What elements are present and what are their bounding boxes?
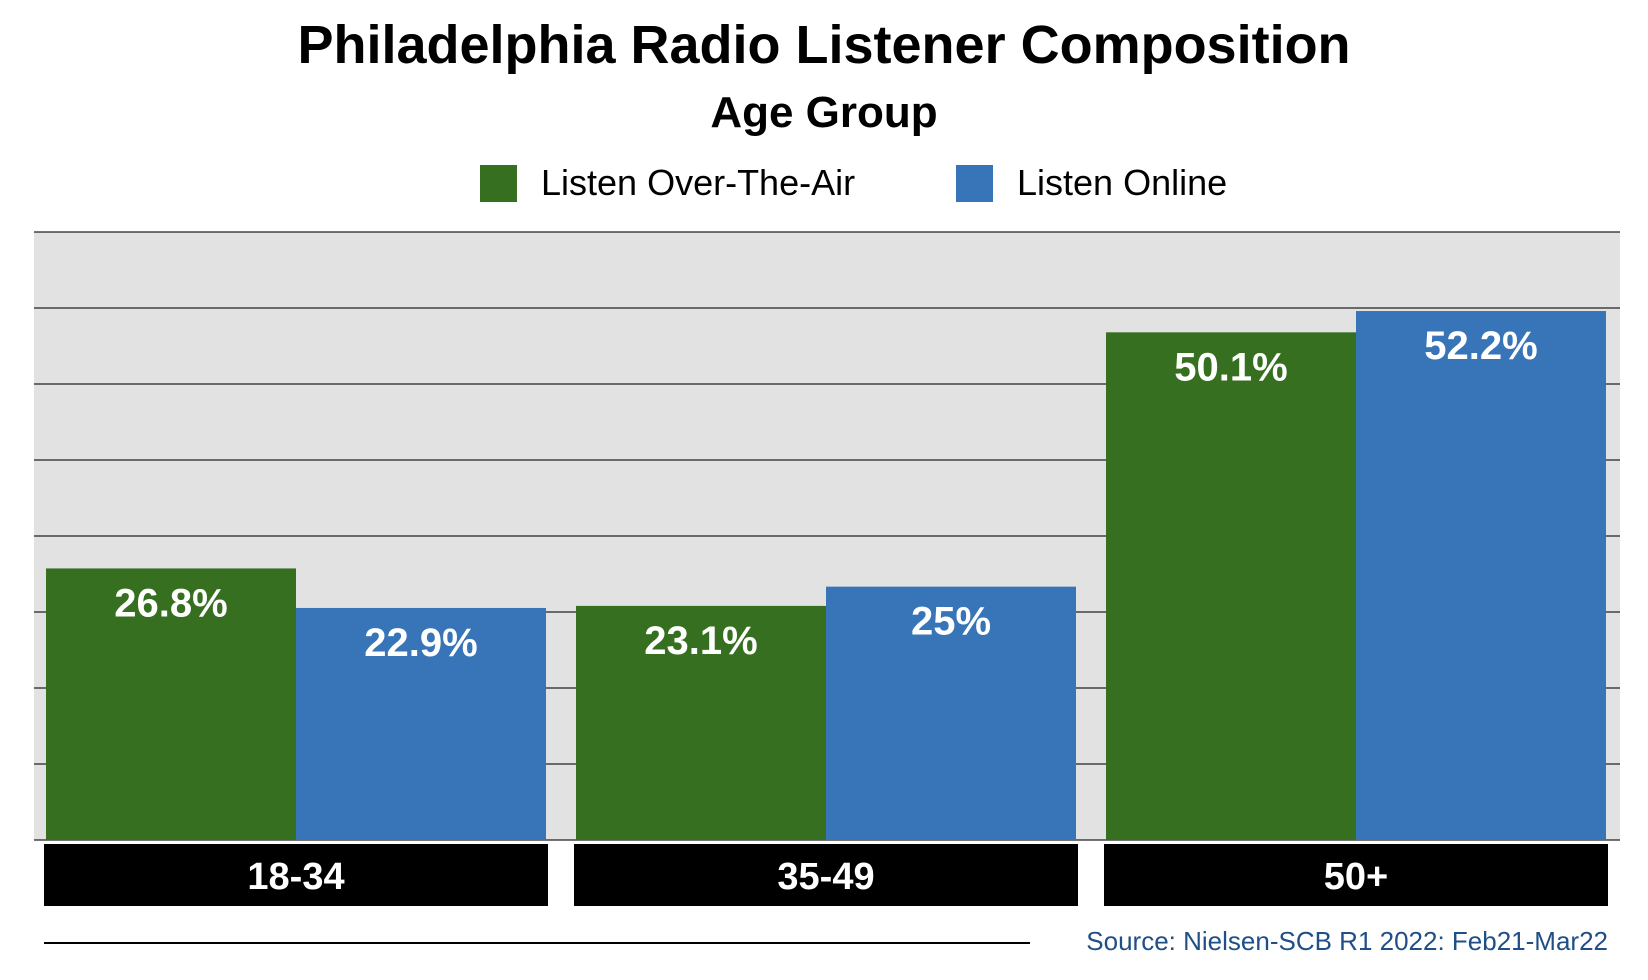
data-label: 52.2% — [1424, 324, 1537, 368]
data-label: 25% — [911, 600, 991, 644]
source-divider — [44, 942, 1030, 944]
legend-item-online: Listen Online — [956, 162, 1227, 204]
category-label: 35-49 — [777, 856, 874, 898]
bar-over-the-air-35-49 — [576, 605, 826, 840]
category-box-18-34 — [44, 844, 548, 906]
chart-title: Philadelphia Radio Listener Composition — [297, 15, 1351, 75]
category-box-50+ — [1104, 844, 1608, 906]
data-label: 26.8% — [114, 581, 227, 625]
category-label: 18-34 — [247, 856, 344, 898]
bar-online-18-34 — [296, 607, 546, 840]
chart-subtitle: Age Group — [710, 88, 938, 137]
data-label: 50.1% — [1174, 345, 1287, 389]
bar-over-the-air-50+ — [1106, 332, 1356, 840]
bar-chart: 26.8% 22.9% 18-34 23.1% 25% 35-49 50.1% 52.2% 50… — [34, 231, 1620, 906]
legend-swatch-over-the-air — [480, 164, 517, 202]
legend: Listen Over-The-Air Listen Online — [0, 162, 1648, 204]
bar-online-35-49 — [826, 586, 1076, 840]
legend-swatch-online — [956, 164, 993, 202]
legend-label-online: Listen Online — [1017, 162, 1228, 203]
data-label: 23.1% — [644, 619, 757, 663]
data-label: 22.9% — [364, 621, 477, 665]
category-label: 50+ — [1324, 856, 1388, 898]
bar-over-the-air-18-34 — [46, 568, 296, 840]
source-note: Source: Nielsen-SCB R1 2022: Feb21-Mar22 — [1086, 926, 1608, 956]
legend-item-over-the-air: Listen Over-The-Air — [480, 162, 855, 204]
category-box-35-49 — [574, 844, 1078, 906]
legend-label-over-the-air: Listen Over-The-Air — [541, 162, 856, 203]
bar-online-50+ — [1356, 311, 1606, 840]
